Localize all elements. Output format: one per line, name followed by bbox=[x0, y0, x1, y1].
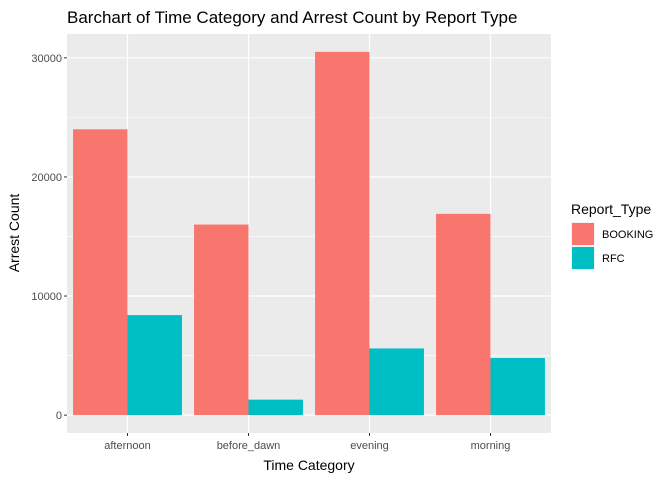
chart-title: Barchart of Time Category and Arrest Cou… bbox=[67, 8, 517, 27]
y-tick-label: 20000 bbox=[31, 172, 62, 184]
y-tick-label: 10000 bbox=[31, 291, 62, 303]
legend-swatch-booking bbox=[572, 223, 594, 245]
bar-booking-afternoon bbox=[73, 129, 128, 416]
legend-label-booking: BOOKING bbox=[602, 229, 653, 241]
bar-booking-evening bbox=[315, 51, 370, 416]
bar-booking-morning bbox=[436, 213, 491, 416]
bar-booking-before-dawn bbox=[194, 224, 249, 416]
y-tick-label: 30000 bbox=[31, 53, 62, 65]
y-tick-label: 0 bbox=[56, 410, 62, 422]
bar-rfc-before-dawn bbox=[248, 399, 303, 416]
bars bbox=[73, 51, 545, 416]
x-tick-label: evening bbox=[350, 440, 389, 452]
bar-rfc-evening bbox=[369, 348, 424, 416]
y-axis: 0 10000 20000 30000 bbox=[31, 53, 67, 422]
x-axis-title: Time Category bbox=[263, 457, 354, 473]
legend: Report_Type BOOKING RFC bbox=[571, 201, 653, 270]
bar-rfc-morning bbox=[490, 357, 545, 416]
legend-title: Report_Type bbox=[571, 201, 651, 217]
bar-rfc-afternoon bbox=[127, 315, 182, 416]
legend-label-rfc: RFC bbox=[602, 253, 625, 265]
y-axis-title: Arrest Count bbox=[6, 194, 22, 273]
x-tick-label: morning bbox=[471, 440, 511, 452]
x-tick-label: before_dawn bbox=[217, 440, 281, 452]
x-tick-label: afternoon bbox=[104, 440, 150, 452]
legend-swatch-rfc bbox=[572, 247, 594, 269]
x-axis: afternoon before_dawn evening morning bbox=[104, 433, 510, 452]
